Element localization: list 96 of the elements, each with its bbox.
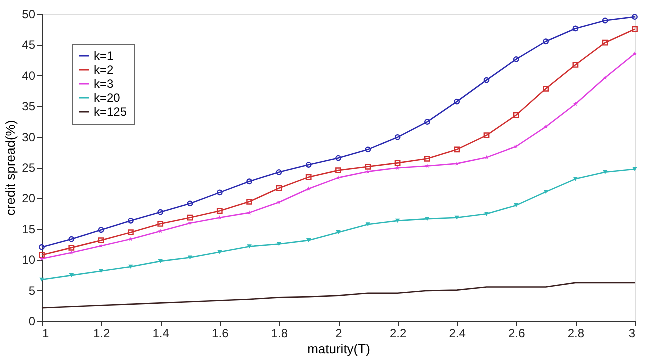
x-tick-label: 1.2: [93, 326, 110, 340]
point: [514, 144, 519, 149]
x-tick-label: 2.6: [508, 326, 526, 340]
legend-label: k=3: [94, 77, 114, 91]
x-tick-label: 2.8: [568, 326, 585, 340]
point: [276, 185, 282, 192]
point: [365, 146, 372, 153]
x-tick-label: 1.4: [152, 326, 170, 340]
point: [216, 190, 223, 196]
point: [484, 132, 490, 139]
point: [513, 112, 520, 118]
y-tick-label: 0: [28, 314, 36, 328]
y-tick-label: 45: [22, 38, 36, 52]
point: [336, 230, 341, 235]
point: [68, 236, 75, 242]
x-tick-label: 2.4: [449, 326, 466, 340]
point: [454, 146, 460, 153]
x-tick-label: 2.2: [390, 326, 407, 340]
y-tick-label: 20: [22, 192, 36, 206]
point: [98, 238, 104, 244]
point: [602, 40, 608, 46]
legend-label: k=20: [94, 91, 121, 105]
point: [632, 52, 638, 56]
point: [306, 174, 312, 180]
point: [306, 238, 312, 243]
point: [394, 134, 401, 140]
legend-label: k=125: [94, 105, 128, 119]
point: [425, 217, 430, 222]
y-tick-label: 25: [22, 161, 36, 175]
point: [158, 209, 164, 216]
point: [484, 155, 489, 160]
point: [396, 166, 400, 170]
y-tick-label: 40: [22, 68, 36, 83]
point: [484, 212, 490, 216]
point: [365, 164, 372, 170]
point: [98, 227, 104, 234]
point: [247, 244, 252, 249]
point: [424, 156, 430, 162]
point: [336, 155, 342, 162]
point: [158, 221, 164, 227]
point: [603, 170, 608, 174]
point: [188, 256, 193, 260]
x-tick-label: 2: [336, 326, 343, 340]
point: [543, 38, 549, 45]
point: [573, 102, 578, 106]
point: [68, 244, 75, 251]
legend-label: k=2: [94, 63, 114, 77]
point: [395, 218, 400, 223]
point: [69, 274, 74, 278]
x-tick-label: 1.8: [271, 326, 288, 340]
point: [187, 214, 194, 221]
point: [632, 26, 638, 32]
y-axis-title: credit spread(%): [3, 120, 18, 216]
point: [276, 169, 282, 176]
point: [394, 160, 401, 166]
point: [514, 204, 519, 208]
point: [602, 18, 608, 24]
point: [98, 269, 104, 274]
point: [424, 119, 430, 126]
point: [128, 230, 134, 236]
x-tick-label: 3: [628, 326, 636, 340]
point: [454, 98, 460, 105]
x-tick-label: 1: [42, 326, 50, 340]
point: [306, 162, 312, 168]
point: [276, 242, 282, 246]
y-tick-label: 10: [22, 253, 36, 268]
point: [39, 252, 45, 258]
legend-label: k=1: [94, 49, 114, 63]
point: [218, 250, 222, 254]
point: [128, 218, 134, 224]
point: [216, 208, 223, 214]
y-tick-label: 50: [22, 8, 36, 22]
point: [513, 56, 520, 62]
point: [572, 26, 579, 32]
point: [366, 222, 370, 227]
point: [484, 77, 490, 84]
y-tick-label: 35: [22, 100, 36, 114]
x-tick-label: 1.6: [212, 326, 230, 340]
point: [246, 198, 252, 205]
point: [188, 221, 192, 226]
point: [603, 76, 608, 80]
point: [336, 168, 342, 174]
x-axis-title: maturity(T): [308, 342, 370, 356]
point: [544, 124, 548, 129]
point: [158, 259, 163, 264]
point: [246, 178, 252, 185]
point: [573, 177, 578, 182]
y-tick-label: 5: [28, 284, 36, 298]
point: [544, 190, 548, 194]
y-tick-label: 30: [22, 130, 36, 144]
point: [128, 264, 134, 269]
line-series: [41, 282, 636, 309]
point: [543, 86, 549, 92]
point: [572, 62, 579, 68]
y-tick-label: 15: [22, 222, 36, 236]
point: [187, 200, 194, 207]
